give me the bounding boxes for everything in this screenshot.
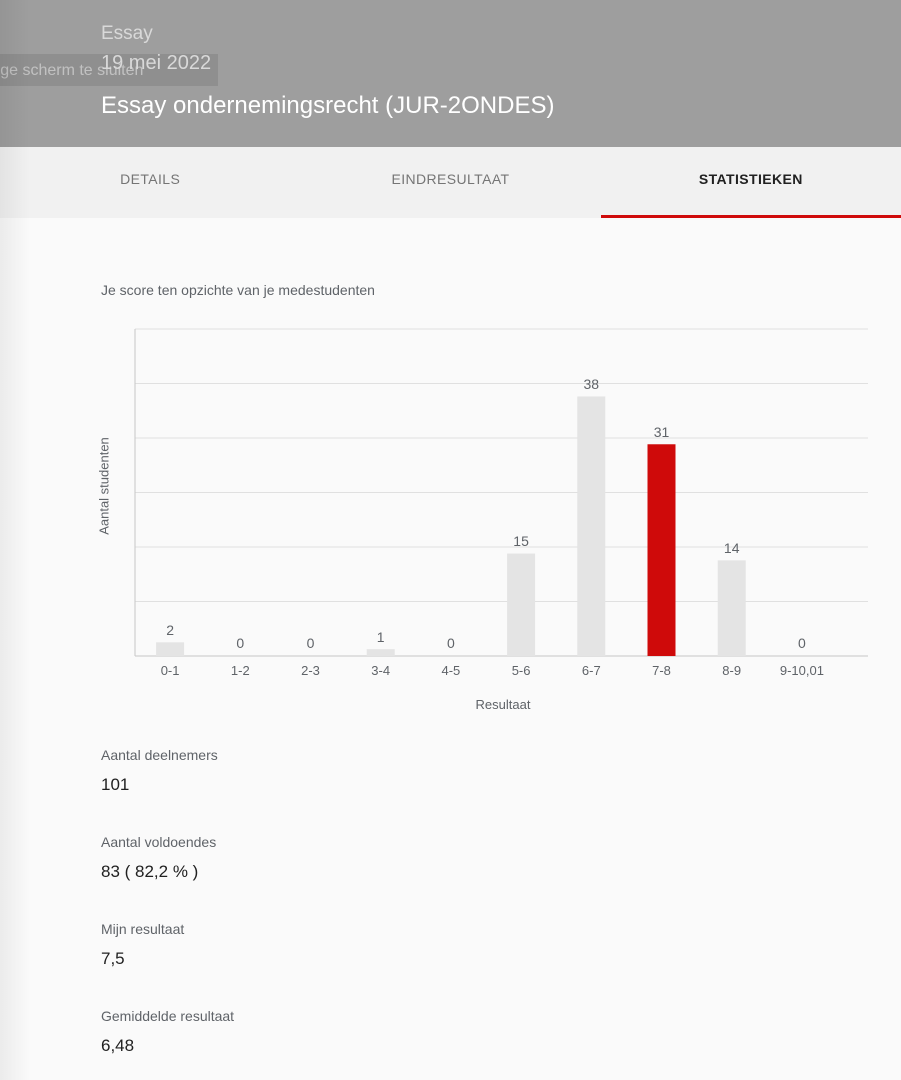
svg-text:7-8: 7-8: [652, 663, 671, 678]
svg-text:14: 14: [724, 540, 740, 556]
svg-text:3-4: 3-4: [371, 663, 390, 678]
svg-text:0: 0: [447, 635, 455, 651]
svg-text:38: 38: [584, 376, 600, 392]
svg-text:8-9: 8-9: [722, 663, 741, 678]
svg-text:4-5: 4-5: [442, 663, 461, 678]
svg-text:0-1: 0-1: [161, 663, 180, 678]
svg-text:1-2: 1-2: [231, 663, 250, 678]
svg-text:15: 15: [513, 533, 529, 549]
svg-text:0: 0: [307, 635, 315, 651]
svg-text:0: 0: [236, 635, 244, 651]
svg-text:2: 2: [166, 622, 174, 638]
svg-text:9-10,01: 9-10,01: [780, 663, 824, 678]
svg-text:0: 0: [798, 635, 806, 651]
svg-text:31: 31: [654, 424, 670, 440]
svg-text:6-7: 6-7: [582, 663, 601, 678]
svg-text:5-6: 5-6: [512, 663, 531, 678]
svg-text:2-3: 2-3: [301, 663, 320, 678]
svg-text:1: 1: [377, 629, 385, 645]
